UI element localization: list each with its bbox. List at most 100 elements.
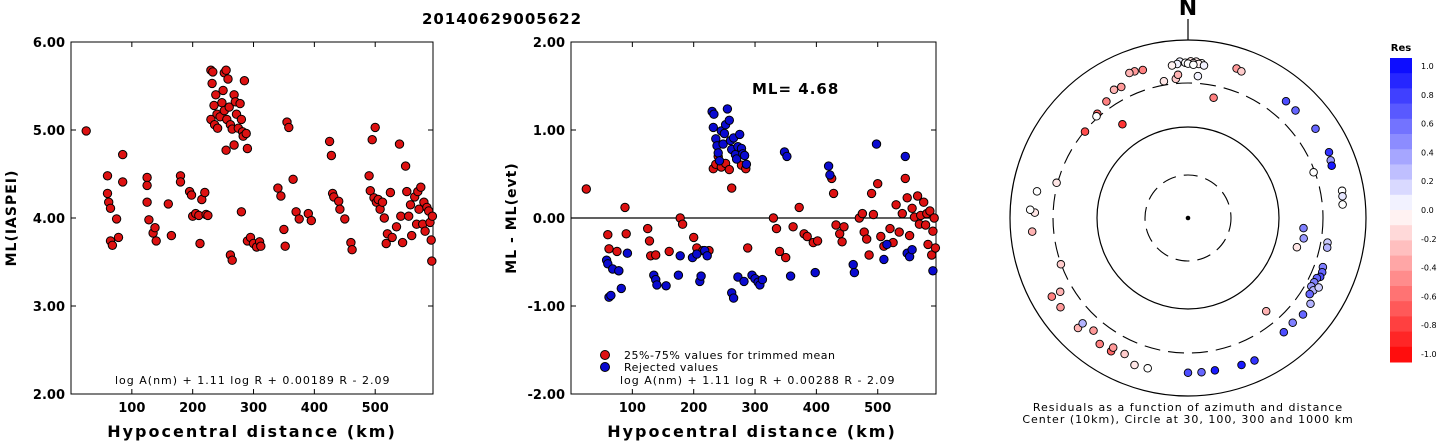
data-point-accepted xyxy=(868,209,879,220)
data-point-accepted xyxy=(907,203,917,214)
data-point xyxy=(335,204,345,214)
data-point-rejected xyxy=(702,251,712,261)
data-point-accepted xyxy=(928,226,938,236)
station-marker xyxy=(1338,192,1347,201)
data-point xyxy=(151,236,161,246)
data-point-rejected xyxy=(731,154,742,164)
y-tick-label: 2.00 xyxy=(533,36,565,51)
data-point-accepted xyxy=(727,183,737,193)
ring-30km xyxy=(1144,174,1232,262)
data-point-accepted xyxy=(621,229,631,239)
data-point xyxy=(294,214,304,224)
data-point xyxy=(364,171,374,181)
data-point xyxy=(227,255,237,265)
data-point-accepted xyxy=(664,246,674,257)
data-point xyxy=(405,200,416,210)
figure-title: 20140629005622 xyxy=(422,10,582,28)
data-point xyxy=(402,186,412,197)
data-point-accepted xyxy=(900,173,910,184)
colorbar-cell xyxy=(1390,164,1412,181)
data-point xyxy=(280,241,290,251)
x-tick-label: 200 xyxy=(179,401,206,416)
station-marker xyxy=(1324,147,1334,157)
tick-group: 100 200 300 400 500 -2.00 -1.00 0.00 1.00 2.00 xyxy=(528,36,936,416)
data-point-rejected xyxy=(713,148,723,158)
colorbar-tick-label: 0.6 xyxy=(1421,120,1434,129)
data-point-accepted xyxy=(930,243,941,253)
data-point-rejected xyxy=(871,139,882,149)
data-point-accepted xyxy=(689,232,699,243)
data-point xyxy=(218,85,228,96)
data-point xyxy=(427,256,437,266)
north-label: N xyxy=(1179,0,1197,21)
station-marker xyxy=(1138,65,1148,75)
station-marker xyxy=(1189,60,1198,70)
data-point-rejected xyxy=(900,151,910,162)
data-point-accepted xyxy=(873,179,883,189)
data-point-accepted xyxy=(677,219,688,229)
data-point xyxy=(420,226,430,236)
data-point-accepted xyxy=(644,236,655,246)
data-point xyxy=(407,230,417,241)
data-point-rejected xyxy=(708,122,718,133)
data-point xyxy=(241,128,251,139)
y-tick-label: 6.00 xyxy=(33,36,65,51)
data-point xyxy=(200,187,210,198)
data-point-accepted xyxy=(581,184,591,194)
station-marker xyxy=(1327,161,1336,170)
station-marker xyxy=(1092,112,1101,121)
data-point-rejected xyxy=(616,283,626,294)
colorbar-cell xyxy=(1390,134,1412,150)
station-marker xyxy=(1109,85,1119,95)
station-marker xyxy=(1193,71,1203,81)
station-marker xyxy=(1291,106,1300,115)
data-point-rejected xyxy=(785,271,796,281)
ml-value-label: ML= 4.68 xyxy=(752,80,839,98)
data-point-rejected xyxy=(724,115,734,126)
colorbar-cell xyxy=(1390,331,1412,348)
data-point xyxy=(236,207,247,217)
data-point xyxy=(367,135,377,145)
data-point-rejected xyxy=(714,156,725,166)
colorbar-ticks: 1.0 0.8 0.6 0.4 0.2 0.0 -0.2 -0.4 -0.6 -0.8 -1.0 xyxy=(1421,62,1437,359)
data-point xyxy=(370,122,380,133)
data-point xyxy=(397,237,408,248)
panel-residual-vs-distance: 100 200 300 400 500 -2.00 -1.00 0.00 1.00 2.00 ML… xyxy=(504,36,941,441)
data-point xyxy=(221,65,231,75)
x-tick-label: 500 xyxy=(864,401,891,416)
station-marker xyxy=(1183,368,1193,377)
data-point xyxy=(306,215,316,226)
station-marker xyxy=(1052,178,1061,188)
plot-frame xyxy=(70,41,434,395)
station-marker xyxy=(1120,349,1129,359)
station-marker xyxy=(1047,292,1057,301)
data-point xyxy=(288,174,298,185)
colorbar-cell xyxy=(1390,255,1412,272)
x-tick-label: 400 xyxy=(301,401,328,416)
data-point-accepted xyxy=(929,213,939,223)
data-point xyxy=(256,241,266,251)
station-marker xyxy=(1055,287,1065,297)
data-point-rejected xyxy=(606,290,616,301)
data-point xyxy=(221,145,231,155)
colorbar-tick-label: 1.0 xyxy=(1421,62,1434,71)
data-point-rejected xyxy=(848,259,858,270)
colorbar-cells xyxy=(1390,58,1412,363)
colorbar-cell xyxy=(1390,286,1412,302)
x-tick-label: 400 xyxy=(803,401,830,416)
data-point xyxy=(107,240,118,251)
y-axis-label: ML(IASPEI) xyxy=(4,170,20,267)
station-marker xyxy=(1261,306,1271,316)
y-tick-label: -1.00 xyxy=(528,300,565,315)
data-point xyxy=(102,188,113,199)
data-point-accepted xyxy=(604,244,614,254)
station-marker xyxy=(1159,76,1169,86)
data-point-accepted xyxy=(603,230,613,240)
data-point xyxy=(340,214,350,224)
data-point xyxy=(195,238,205,249)
data-point-accepted xyxy=(897,208,907,219)
colorbar: Res 1.0 0.8 0.6 0.4 0.2 0.0 -0.2 -0.4 -0.6 -0.8 -1… xyxy=(1390,43,1437,363)
station-marker xyxy=(1311,124,1320,134)
data-point-accepted xyxy=(866,188,877,199)
panel-azimuth-polar: N Residuals as a function of azimuth and… xyxy=(1009,0,1367,426)
